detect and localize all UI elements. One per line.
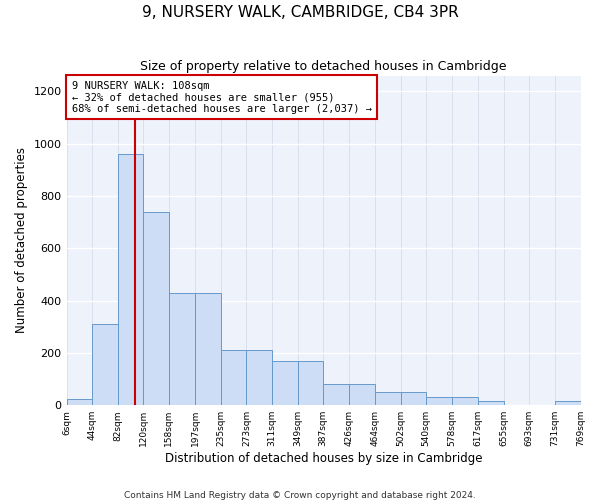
Bar	[92, 324, 118, 405]
Bar	[247, 350, 272, 405]
Bar	[272, 360, 298, 405]
Text: Contains HM Land Registry data © Crown copyright and database right 2024.: Contains HM Land Registry data © Crown c…	[124, 490, 476, 500]
Bar	[169, 292, 195, 405]
Bar	[195, 292, 221, 405]
Bar	[555, 402, 581, 405]
Bar	[323, 384, 349, 405]
Bar	[298, 360, 323, 405]
Text: 9 NURSERY WALK: 108sqm
← 32% of detached houses are smaller (955)
68% of semi-de: 9 NURSERY WALK: 108sqm ← 32% of detached…	[71, 80, 371, 114]
Bar	[143, 212, 169, 405]
Bar	[375, 392, 401, 405]
Bar	[452, 398, 478, 405]
Bar	[349, 384, 375, 405]
Title: Size of property relative to detached houses in Cambridge: Size of property relative to detached ho…	[140, 60, 507, 73]
Bar	[426, 398, 452, 405]
Bar	[118, 154, 143, 405]
Bar	[67, 398, 92, 405]
Bar	[478, 402, 504, 405]
Text: 9, NURSERY WALK, CAMBRIDGE, CB4 3PR: 9, NURSERY WALK, CAMBRIDGE, CB4 3PR	[142, 5, 458, 20]
X-axis label: Distribution of detached houses by size in Cambridge: Distribution of detached houses by size …	[165, 452, 482, 465]
Bar	[221, 350, 247, 405]
Bar	[401, 392, 426, 405]
Y-axis label: Number of detached properties: Number of detached properties	[15, 148, 28, 334]
